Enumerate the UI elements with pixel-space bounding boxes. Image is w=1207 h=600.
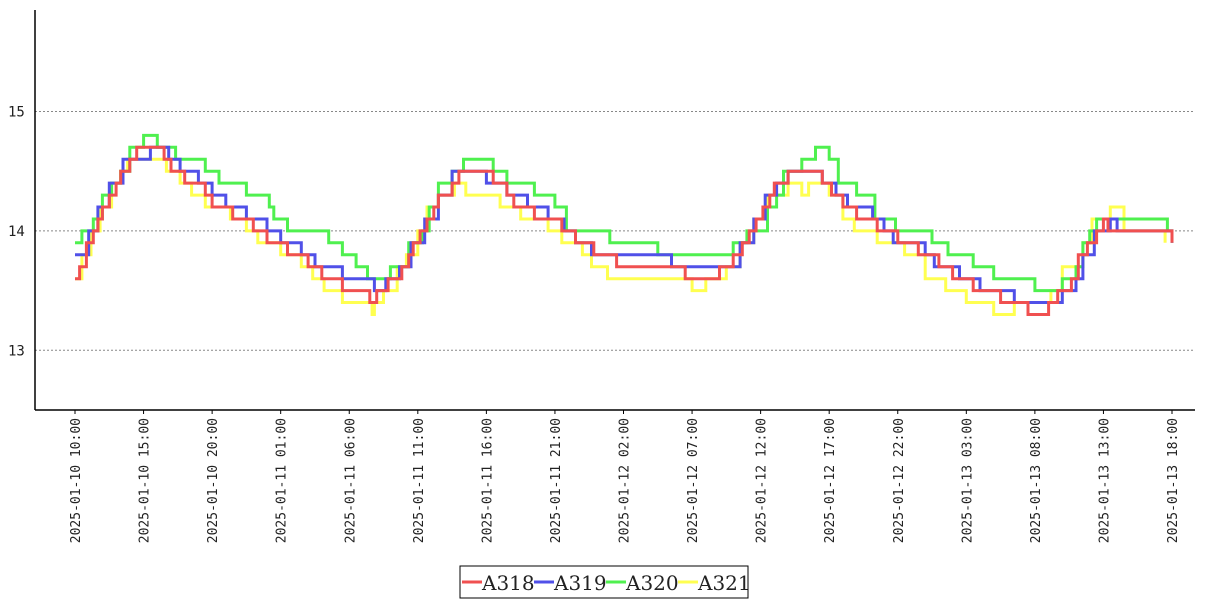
legend-label: A320 [625, 571, 679, 595]
x-tick-label: 2025-01-11 06:00 [343, 418, 358, 543]
x-tick-label: 2025-01-12 22:00 [892, 418, 907, 543]
legend-label: A319 [553, 571, 607, 595]
x-tick-label: 2025-01-10 10:00 [69, 418, 84, 543]
x-tick-label: 2025-01-10 15:00 [138, 418, 153, 543]
legend-box [459, 565, 749, 599]
x-tick-label: 2025-01-11 11:00 [412, 418, 427, 543]
series-lines [75, 133, 1174, 316]
x-tick-label: 2025-01-13 18:00 [1166, 418, 1181, 543]
legend-label: A321 [697, 571, 751, 595]
legend: A318 A319 A320 A321 [459, 565, 751, 599]
x-tick-label: 2025-01-11 21:00 [549, 418, 564, 543]
x-tick-labels: 2025-01-10 10:00 2025-01-10 15:00 2025-01-… [69, 410, 1181, 543]
axes [34, 10, 1195, 411]
x-tick-label: 2025-01-13 03:00 [960, 418, 975, 543]
series-line-a320 [75, 133, 1174, 293]
x-tick-label: 2025-01-10 20:00 [206, 418, 221, 543]
x-tick-label: 2025-01-13 08:00 [1029, 418, 1044, 543]
x-tick-label: 2025-01-12 02:00 [618, 418, 633, 543]
series-line-a318 [75, 145, 1174, 316]
y-tick-label: 15 [8, 104, 25, 120]
y-tick-labels: 13 14 15 [8, 104, 25, 359]
legend-label: A318 [481, 571, 535, 595]
x-tick-label: 2025-01-12 17:00 [823, 418, 838, 543]
x-tick-label: 2025-01-11 16:00 [480, 418, 495, 543]
y-tick-label: 13 [8, 343, 25, 359]
x-tick-label: 2025-01-12 07:00 [686, 418, 701, 543]
y-tick-label: 14 [8, 224, 25, 240]
grid-lines [35, 110, 1195, 351]
x-tick-label: 2025-01-12 12:00 [755, 418, 770, 543]
x-tick-label: 2025-01-13 13:00 [1097, 418, 1112, 543]
x-tick-label: 2025-01-11 01:00 [275, 418, 290, 543]
